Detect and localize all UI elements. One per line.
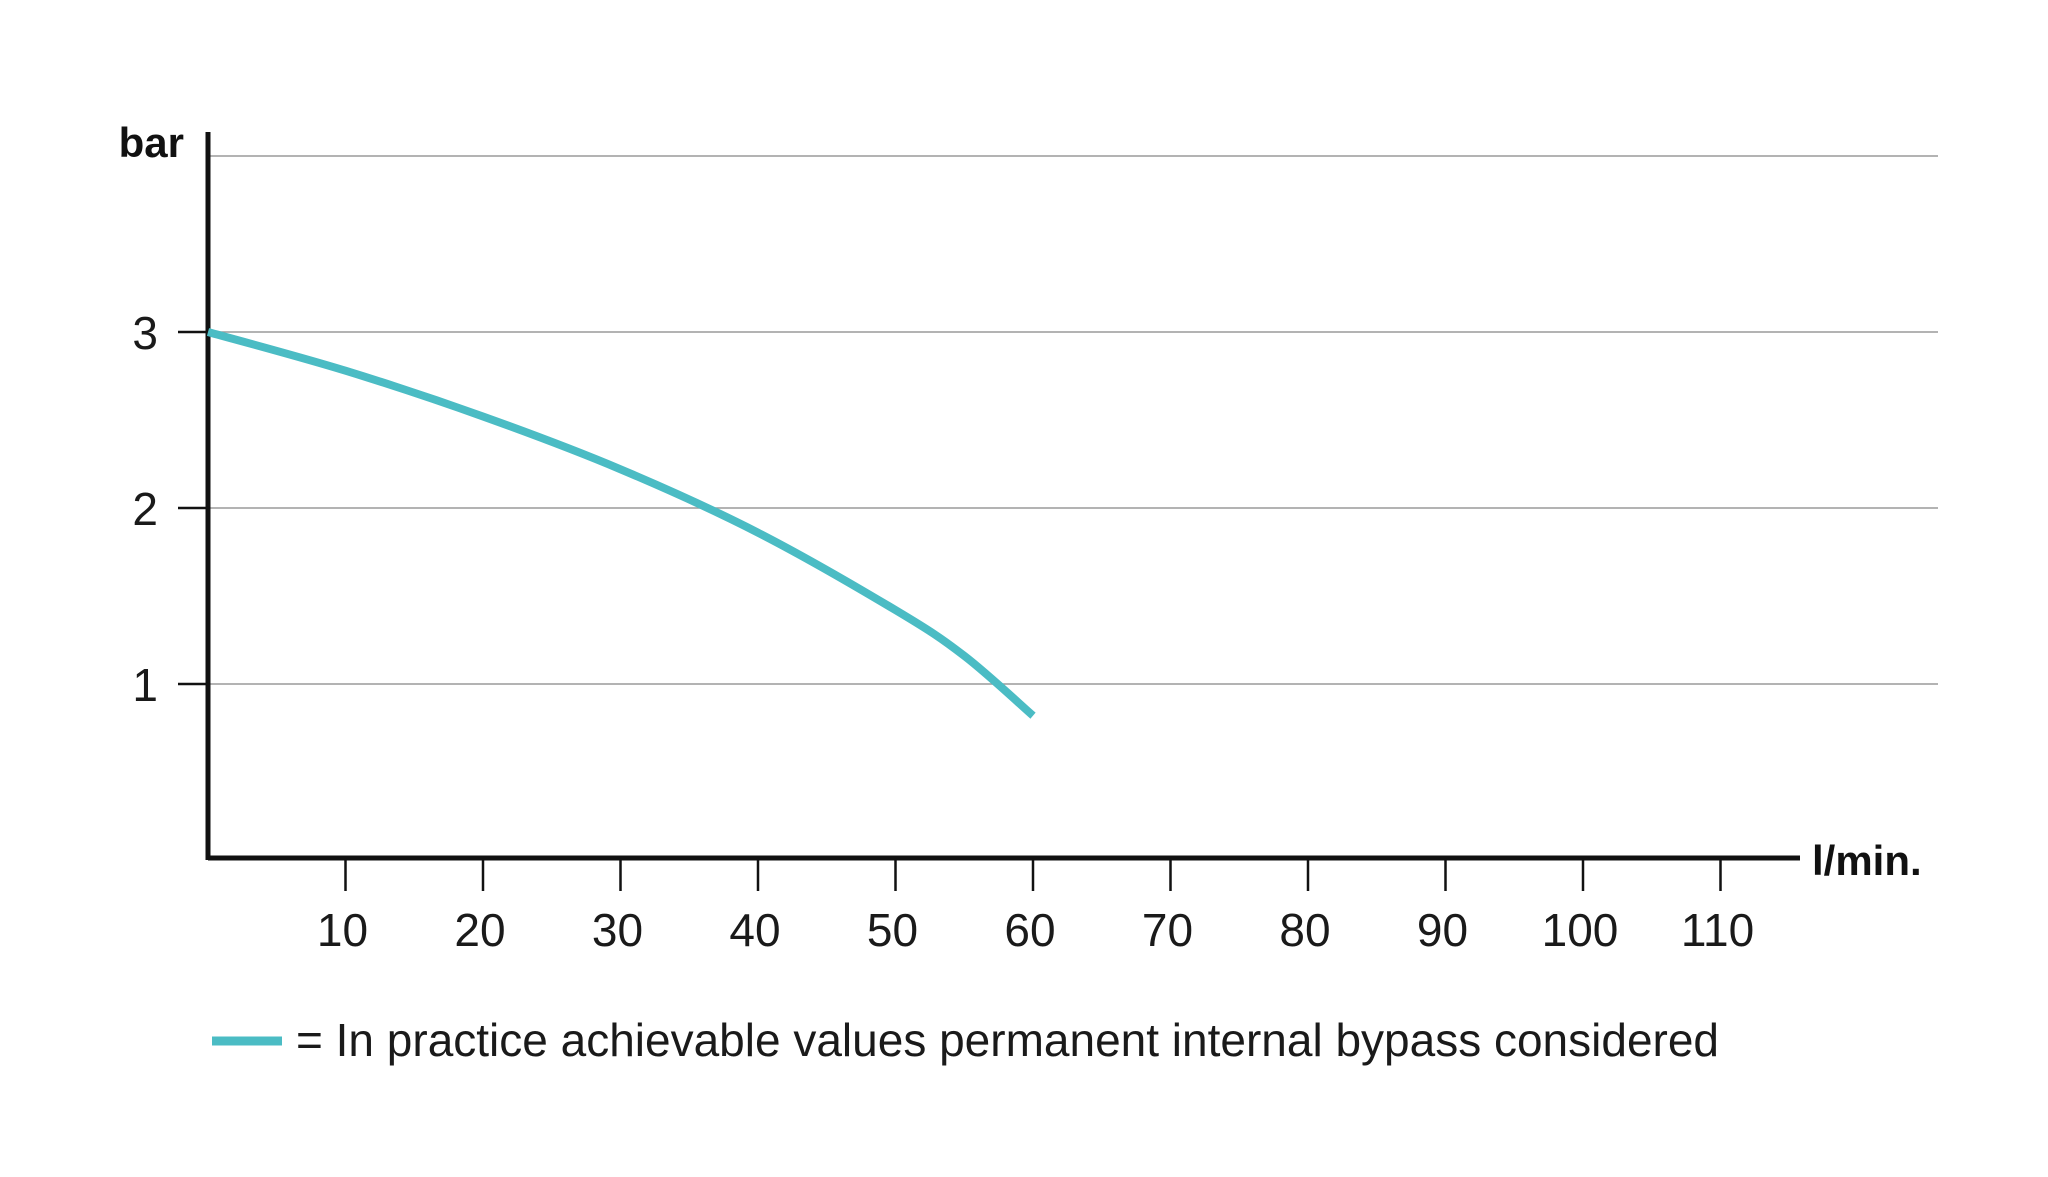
y-tick-label: 2 (132, 483, 158, 535)
x-tick-label: 60 (1004, 904, 1055, 956)
y-tick-label: 3 (132, 307, 158, 359)
x-tick-label: 30 (592, 904, 643, 956)
axes (205, 132, 1800, 861)
x-tick-label: 50 (867, 904, 918, 956)
x-tick-label: 90 (1417, 904, 1468, 956)
x-tick-label: 80 (1279, 904, 1330, 956)
legend: = In practice achievable values permanen… (212, 1014, 1719, 1066)
axis-ticks: 1 2 3 10 20 30 40 50 60 70 80 90 100 110 (132, 307, 1754, 956)
x-tick-label: 110 (1681, 904, 1754, 956)
x-tick-label: 10 (317, 904, 368, 956)
x-tick-label: 20 (454, 904, 505, 956)
y-tick-label: 1 (132, 659, 158, 711)
grid-lines (208, 155, 1938, 685)
series-line (206, 328, 1036, 719)
x-tick-label: 70 (1142, 904, 1193, 956)
series (206, 328, 1036, 719)
legend-label: = In practice achievable values permanen… (296, 1014, 1719, 1066)
x-tick-label: 100 (1542, 904, 1619, 956)
x-axis-unit-label: l/min. (1812, 837, 1922, 884)
y-axis-unit-label: bar (119, 119, 184, 166)
x-tick-label: 40 (729, 904, 780, 956)
